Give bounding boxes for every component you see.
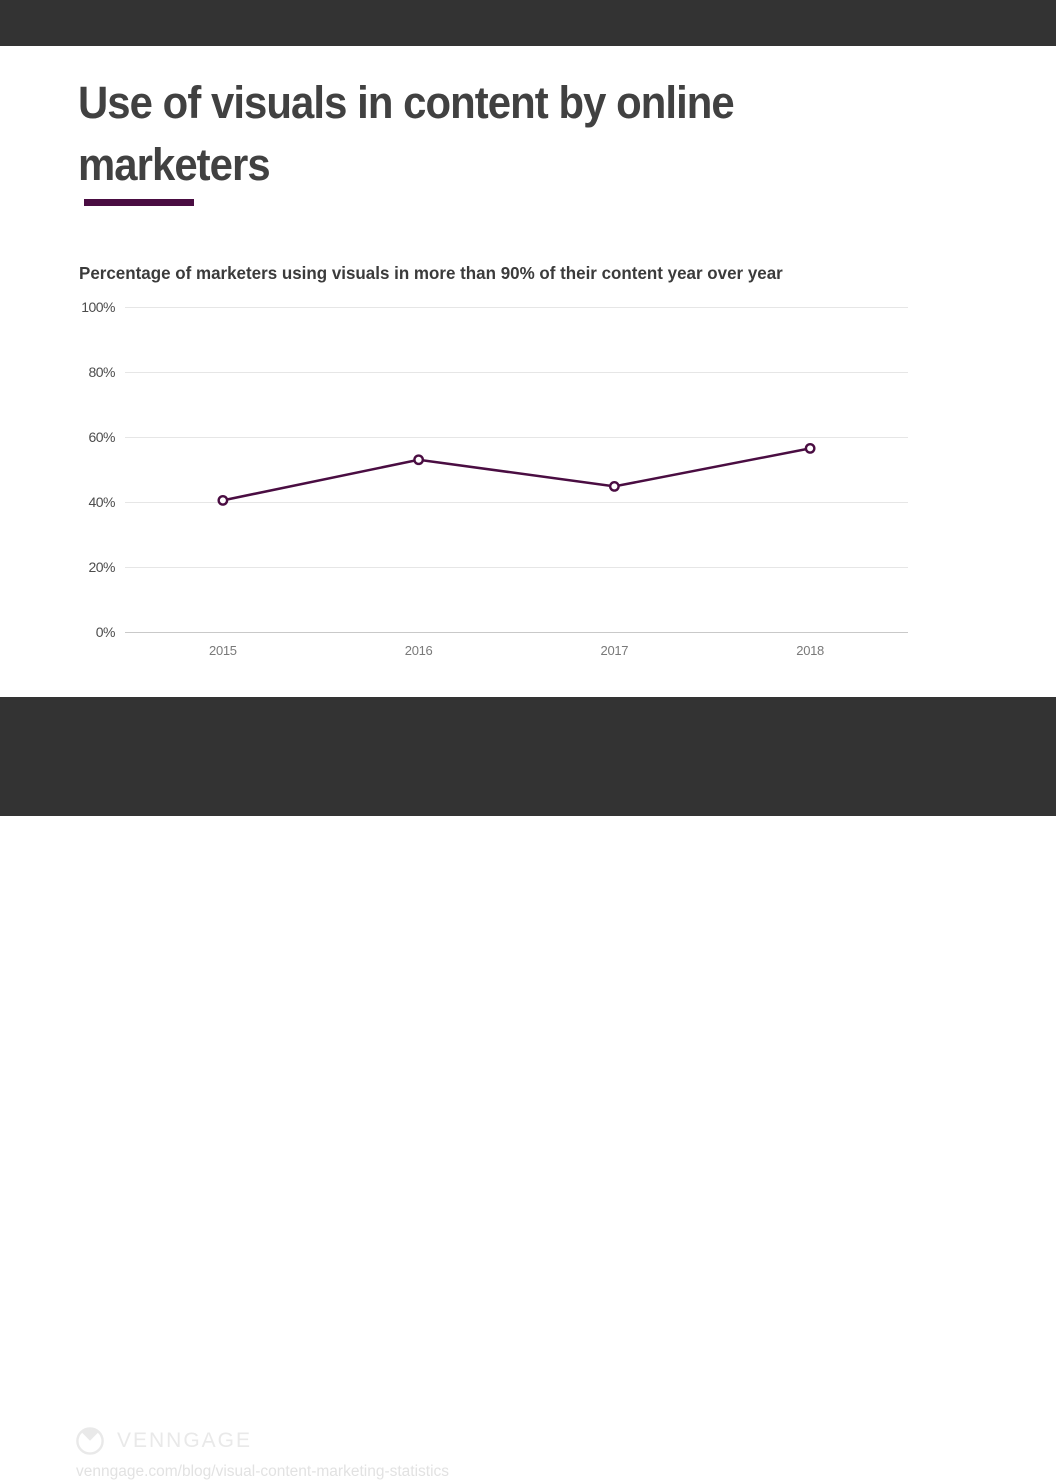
line-chart-plot-area: 100% 80% 60% 40% 20% 0% 2015 2016 2017 2018 <box>79 297 908 662</box>
y-axis-tick-label: 80% <box>88 364 115 380</box>
title-accent-bar <box>84 199 194 206</box>
y-axis-tick-label: 40% <box>88 494 115 510</box>
brand-name: VENNGAGE <box>117 1428 253 1452</box>
gridline <box>125 437 908 438</box>
top-bar <box>0 0 1056 46</box>
chart-title: Percentage of marketers using visuals in… <box>79 263 783 283</box>
y-axis-tick-label: 100% <box>81 299 115 315</box>
data-point-2015 <box>217 494 229 506</box>
gridline <box>125 502 908 503</box>
page-title-line-1: Use of visuals in content by online <box>78 77 735 128</box>
gridline <box>125 567 908 568</box>
x-axis-baseline <box>125 632 908 633</box>
page-title-line-2: marketers <box>78 139 271 190</box>
x-axis-tick-label: 2018 <box>796 643 824 658</box>
venngage-logo-icon <box>76 1426 104 1455</box>
y-axis-tick-label: 60% <box>88 429 115 445</box>
page-title: Use of visuals in content by online mark… <box>78 72 915 196</box>
gridline <box>125 307 908 308</box>
x-axis-tick-label: 2015 <box>209 643 237 658</box>
gridline <box>125 372 908 373</box>
y-axis-tick-label: 20% <box>88 559 115 575</box>
y-axis-tick-label: 0% <box>95 624 116 640</box>
brand-row: VENNGAGE <box>76 1426 252 1455</box>
data-point-2016 <box>413 454 425 466</box>
source-url: venngage.com/blog/visual-content-marketi… <box>76 1463 450 1480</box>
footer: VENNGAGE venngage.com/blog/visual-conten… <box>0 697 1056 1480</box>
data-point-2017 <box>608 480 620 492</box>
x-axis-tick-label: 2017 <box>600 643 629 658</box>
x-axis-tick-label: 2016 <box>404 643 433 658</box>
line-series <box>222 447 811 502</box>
line-series-canvas <box>217 442 816 506</box>
data-point-2018 <box>804 442 816 454</box>
